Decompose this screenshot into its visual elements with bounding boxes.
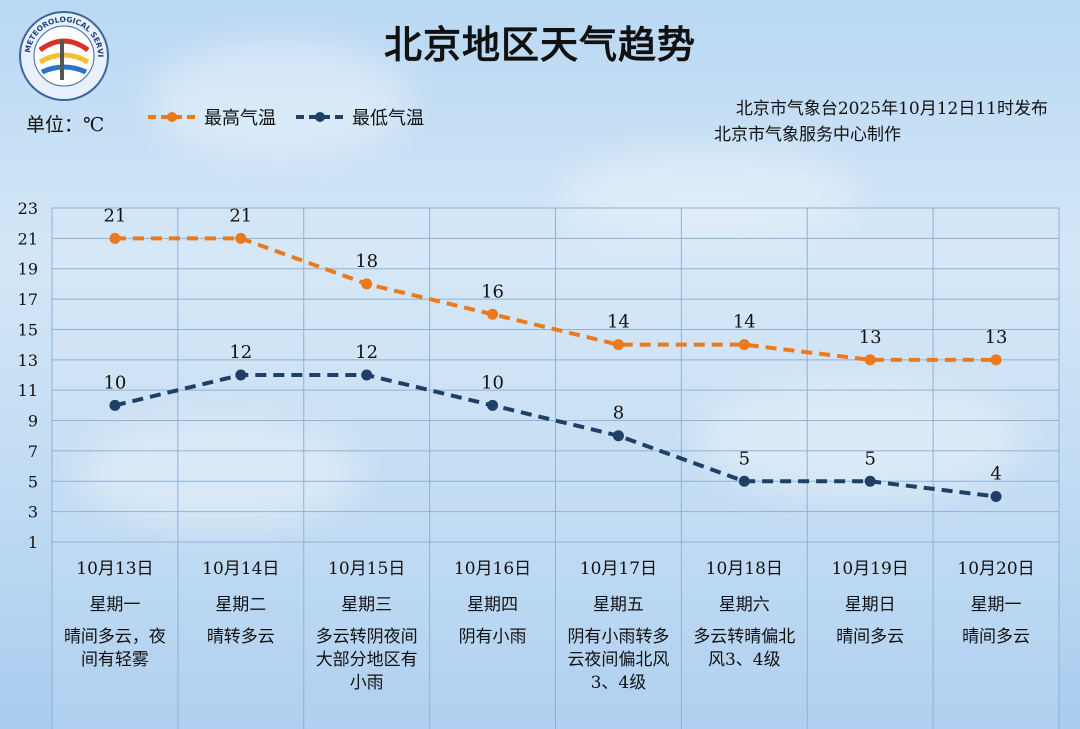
forecast-weather: 晴转多云 <box>206 627 275 647</box>
low-temp-point <box>235 369 247 381</box>
forecast-weekday: 星期一 <box>970 595 1022 615</box>
legend-low: 最低气温 <box>294 104 424 130</box>
y-tick-label: 11 <box>18 381 38 400</box>
legend-high: 最高气温 <box>146 104 276 130</box>
legend-high-swatch <box>148 112 196 122</box>
low-temp-label: 12 <box>355 342 378 363</box>
high-temp-label: 21 <box>229 205 252 226</box>
legend-high-label: 最高气温 <box>204 108 276 129</box>
forecast-date: 10月14日 <box>202 559 280 579</box>
forecast-cell: 10月19日 星期日晴间多云 <box>807 542 933 729</box>
forecast-date: 10月15日 <box>328 559 406 579</box>
high-temp-label: 13 <box>859 327 882 348</box>
forecast-weekday: 星期四 <box>467 595 519 615</box>
y-tick-label: 3 <box>28 503 38 522</box>
forecast-weekday: 星期一 <box>89 595 141 615</box>
forecast-weekday: 星期五 <box>592 595 644 615</box>
forecast-cell: 10月16日 星期四阴有小雨 <box>430 542 556 729</box>
y-tick-label: 17 <box>18 290 38 309</box>
high-temp-label: 14 <box>607 312 630 333</box>
high-temp-label: 13 <box>985 327 1008 348</box>
y-tick-label: 5 <box>28 472 38 491</box>
high-temp-point <box>361 278 373 290</box>
high-temp-point <box>738 339 750 351</box>
low-temp-label: 5 <box>739 448 750 469</box>
high-temp-label: 14 <box>733 312 756 333</box>
y-tick-label: 13 <box>18 351 38 370</box>
low-temp-label: 10 <box>103 372 126 393</box>
low-temp-point <box>487 399 499 411</box>
high-temp-point <box>487 308 499 320</box>
y-tick-label: 1 <box>28 533 38 552</box>
forecast-cell: 10月18日 星期六多云转晴偏北风3、4级 <box>681 542 807 729</box>
forecast-cell: 10月13日 星期一晴间多云，夜间有轻雾 <box>52 542 178 729</box>
forecast-date: 10月17日 <box>579 559 658 579</box>
low-temp-point <box>990 490 1002 502</box>
high-temp-line <box>114 236 997 362</box>
low-temp-label: 5 <box>864 448 875 469</box>
low-temp-label: 10 <box>481 372 504 393</box>
y-tick-label: 23 <box>18 199 38 218</box>
high-temp-point <box>235 232 247 244</box>
low-temp-point <box>612 430 624 442</box>
low-temp-point <box>361 369 373 381</box>
forecast-date: 10月19日 <box>831 559 909 579</box>
legend-low-swatch <box>296 112 344 122</box>
forecast-cell: 10月14日 星期二晴转多云 <box>178 542 304 729</box>
forecast-cell: 10月20日 星期一晴间多云 <box>933 542 1059 729</box>
meteorological-service-logo: METEOROLOGICAL SERVICE <box>18 10 109 101</box>
low-temp-label: 8 <box>613 403 624 424</box>
forecast-weather: 阴有小雨转多云夜间偏北风3、4级 <box>567 627 670 693</box>
forecast-cell: 10月15日 星期三多云转阴夜间大部分地区有小雨 <box>304 542 430 729</box>
unit-label: 单位：℃ <box>26 114 105 136</box>
forecast-weather: 晴间多云，夜间有轻雾 <box>63 627 166 670</box>
legend-low-label: 最低气温 <box>352 108 424 129</box>
high-temp-point <box>109 232 121 244</box>
y-tick-label: 19 <box>18 260 38 279</box>
forecast-date: 10月16日 <box>453 559 532 579</box>
low-temp-line <box>114 373 997 499</box>
y-tick-label: 15 <box>18 320 38 339</box>
high-temp-label: 21 <box>103 205 126 226</box>
low-temp-point <box>864 475 876 487</box>
publisher-text: 北京市气象台2025年10月12日11时发布 <box>735 99 1048 119</box>
forecast-date: 10月18日 <box>705 559 783 579</box>
high-temp-label: 16 <box>481 281 504 302</box>
low-temp-point <box>109 399 121 411</box>
forecast-weather: 多云转晴偏北风3、4级 <box>693 627 796 670</box>
high-temp-point <box>612 339 624 351</box>
forecast-weekday: 星期三 <box>341 595 393 615</box>
high-temp-point <box>864 354 876 366</box>
low-temp-point <box>738 475 750 487</box>
forecast-date: 10月13日 <box>76 559 154 579</box>
page-title: 北京地区天气趋势 <box>383 22 696 67</box>
forecast-weekday: 星期日 <box>844 595 896 615</box>
forecast-weather: 晴间多云 <box>836 627 905 647</box>
y-tick-label: 9 <box>28 412 38 431</box>
forecast-weather: 多云转阴夜间大部分地区有小雨 <box>315 627 418 693</box>
forecast-cell: 10月17日 星期五阴有小雨转多云夜间偏北风3、4级 <box>556 542 682 729</box>
y-tick-label: 7 <box>28 442 38 461</box>
forecast-weather: 阴有小雨 <box>458 627 527 647</box>
forecast-date: 10月20日 <box>957 559 1035 579</box>
high-temp-point <box>990 354 1002 366</box>
low-temp-label: 12 <box>229 342 252 363</box>
forecast-weekday: 星期六 <box>718 595 770 615</box>
producer-text: 北京市气象服务中心制作 <box>714 125 901 145</box>
y-tick-label: 21 <box>18 229 38 248</box>
high-temp-label: 18 <box>355 251 378 272</box>
low-temp-label: 4 <box>990 463 1001 484</box>
forecast-weather: 晴间多云 <box>962 627 1031 647</box>
forecast-weekday: 星期二 <box>215 595 267 615</box>
